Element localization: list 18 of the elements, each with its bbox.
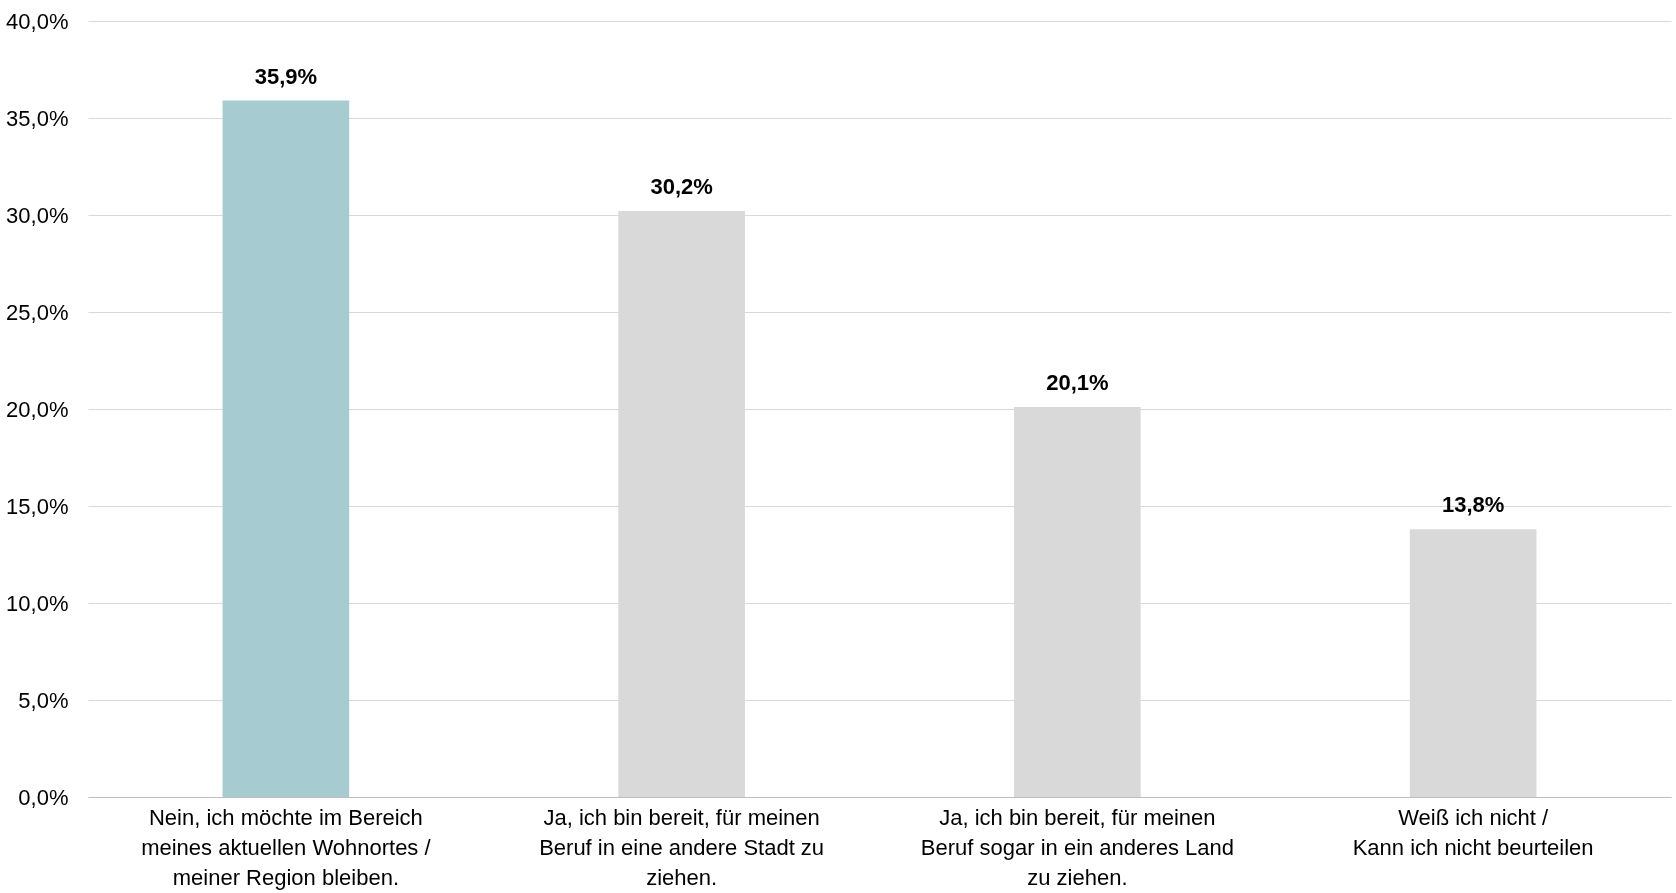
y-tick-label: 20,0%	[6, 396, 69, 422]
data-label: 13,8%	[1441, 492, 1505, 518]
x-tick-label: Weiß ich nicht / Kann ich nicht beurteilen	[1352, 804, 1594, 860]
x-tick-label: Ja, ich bin bereit, für meinen Beruf in eine andere Stadt zu ziehen.	[539, 804, 825, 890]
y-tick-label: 15,0%	[6, 493, 69, 519]
data-label: 20,1%	[1046, 370, 1109, 396]
y-tick-label: 25,0%	[6, 299, 69, 325]
y-tick-label: 35,0%	[6, 105, 69, 131]
y-tick-label: 30,0%	[6, 202, 69, 228]
y-tick-label: 10,0%	[6, 590, 69, 616]
data-label: 35,9%	[254, 63, 318, 89]
y-tick-label: 0,0%	[18, 784, 69, 810]
bar	[222, 100, 350, 797]
x-tick-label: Ja, ich bin bereit, für meinen Beruf sogar in ein anderes Land zu ziehen.	[920, 804, 1234, 890]
y-tick-label: 5,0%	[18, 687, 69, 713]
y-tick-label: 40,0%	[6, 8, 69, 34]
x-tick-label: Nein, ich möchte im Bereich meines aktuellen Wohnortes / meiner Region bleiben.	[141, 804, 432, 890]
data-label: 30,2%	[650, 174, 713, 200]
